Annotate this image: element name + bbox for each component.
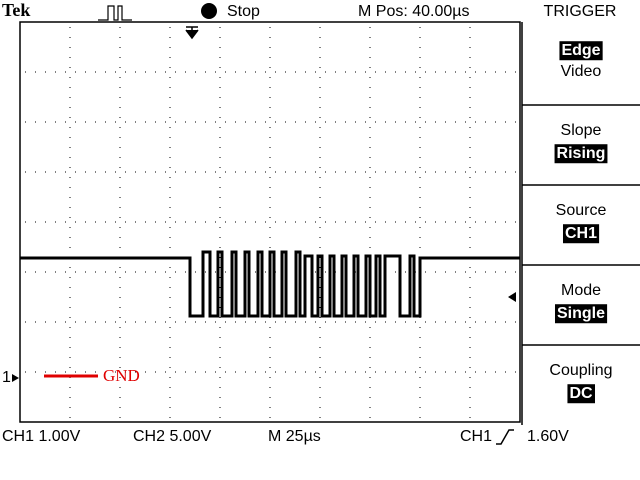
menu-button[interactable]: Coupling DC bbox=[549, 362, 613, 404]
trigger-level: 1.60V bbox=[527, 428, 569, 445]
menu-label: Slope bbox=[561, 122, 602, 139]
timebase: M 25µs bbox=[268, 428, 321, 445]
ground-label: GND bbox=[103, 366, 140, 385]
highlight bbox=[562, 224, 600, 244]
menu-title: TRIGGER bbox=[544, 3, 617, 20]
menu-value: DC bbox=[569, 385, 593, 402]
menu-value: Single bbox=[557, 305, 605, 322]
menu-option-selected: Edge bbox=[561, 42, 600, 59]
acquire-icon bbox=[98, 5, 132, 21]
menu-value: CH1 bbox=[565, 225, 597, 242]
trigger-slope-icon bbox=[496, 429, 514, 445]
trigger-source: CH1 bbox=[460, 428, 492, 445]
waveform bbox=[20, 250, 520, 318]
run-status: Stop bbox=[227, 3, 260, 20]
side-menu: TRIGGER Edge Video Slope Rising Source CH1 Mod… bbox=[521, 3, 640, 425]
menu-label: Coupling bbox=[549, 362, 612, 379]
menu-button[interactable]: Mode Single bbox=[554, 282, 608, 324]
brand: Tek bbox=[2, 0, 30, 20]
graticule-border bbox=[19, 21, 521, 423]
highlight bbox=[554, 144, 608, 164]
menu-option: Video bbox=[561, 63, 602, 80]
stop-icon bbox=[201, 3, 217, 19]
ch2-scale: CH2 5.00V bbox=[133, 428, 212, 445]
channel-arrow bbox=[12, 374, 19, 382]
menu-label: Mode bbox=[561, 282, 601, 299]
trigger-level-marker bbox=[508, 292, 516, 302]
menu-value: Rising bbox=[557, 145, 606, 162]
horizontal-position: M Pos: 40.00µs bbox=[358, 3, 470, 20]
menu-button[interactable]: Slope Rising bbox=[554, 122, 608, 164]
channel-marker: 1 bbox=[2, 369, 11, 386]
ch1-scale: CH1 1.00V bbox=[2, 428, 81, 445]
highlight bbox=[554, 304, 608, 324]
highlight bbox=[559, 41, 603, 61]
menu-button[interactable]: Source CH1 bbox=[556, 202, 607, 244]
highlight bbox=[567, 384, 595, 404]
menu-button[interactable]: Edge Video bbox=[559, 41, 603, 80]
trigger-position-marker bbox=[185, 26, 199, 40]
menu-label: Source bbox=[556, 202, 607, 219]
